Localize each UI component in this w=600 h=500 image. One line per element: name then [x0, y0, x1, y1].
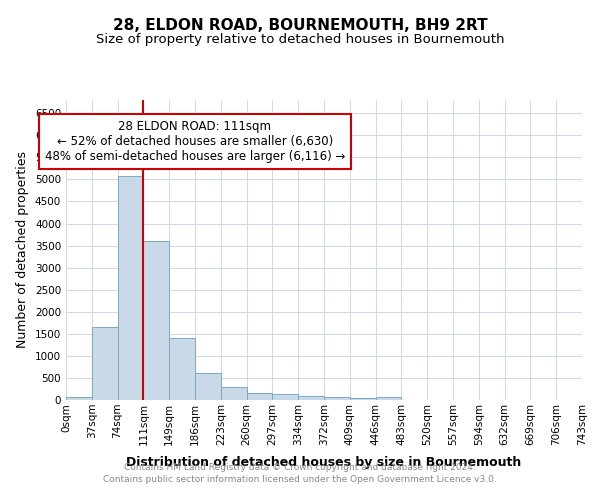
Y-axis label: Number of detached properties: Number of detached properties	[16, 152, 29, 348]
X-axis label: Distribution of detached houses by size in Bournemouth: Distribution of detached houses by size …	[127, 456, 521, 469]
Text: 28, ELDON ROAD, BOURNEMOUTH, BH9 2RT: 28, ELDON ROAD, BOURNEMOUTH, BH9 2RT	[113, 18, 487, 32]
Bar	[118, 176, 143, 400]
Bar	[350, 398, 376, 400]
Bar	[272, 394, 298, 400]
Bar	[92, 327, 118, 400]
Bar	[376, 397, 401, 400]
Text: 28 ELDON ROAD: 111sqm
← 52% of detached houses are smaller (6,630)
48% of semi-d: 28 ELDON ROAD: 111sqm ← 52% of detached …	[45, 120, 345, 163]
Text: Contains HM Land Registry data © Crown copyright and database right 2024.: Contains HM Land Registry data © Crown c…	[124, 464, 476, 472]
Bar	[195, 372, 221, 400]
Bar	[169, 338, 195, 400]
Bar	[66, 396, 92, 400]
Bar	[247, 393, 272, 400]
Bar	[221, 387, 247, 400]
Text: Size of property relative to detached houses in Bournemouth: Size of property relative to detached ho…	[96, 32, 504, 46]
Bar	[324, 398, 350, 400]
Bar	[143, 241, 169, 400]
Text: Contains public sector information licensed under the Open Government Licence v3: Contains public sector information licen…	[103, 474, 497, 484]
Bar	[298, 396, 324, 400]
